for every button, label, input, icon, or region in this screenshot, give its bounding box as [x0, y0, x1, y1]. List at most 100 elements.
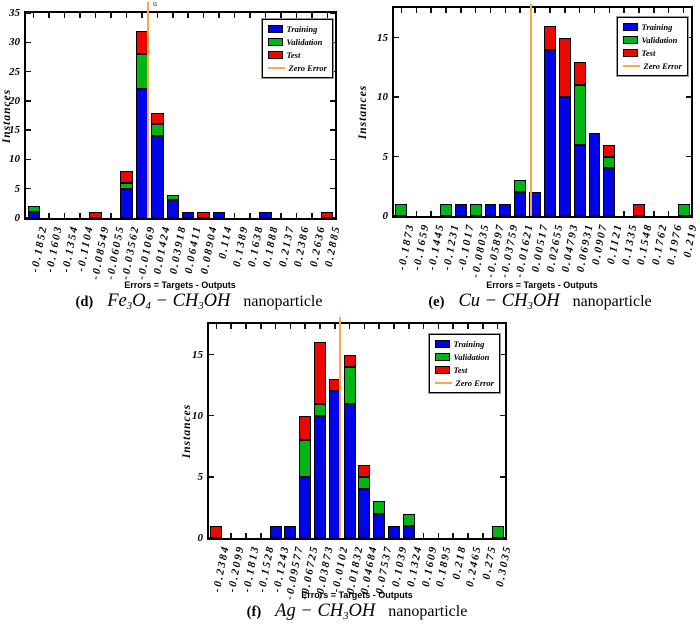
- legend-label: Zero Error: [455, 378, 495, 388]
- legend-swatch-validation: [434, 353, 450, 361]
- axis-tick: [63, 13, 66, 18]
- legend-item: Zero Error: [267, 63, 328, 73]
- bar-segment-validation: [120, 182, 133, 189]
- axis-tick: [500, 537, 505, 539]
- bar-segment-validation: [469, 204, 482, 216]
- axis-tick: [482, 533, 484, 538]
- axis-tick: [623, 211, 625, 216]
- legend-swatch-training: [434, 340, 450, 348]
- axis-tick: [334, 324, 336, 329]
- cropped-title-fragment: u: [153, 0, 157, 8]
- bar-segment-training: [454, 204, 467, 216]
- axis-tick: [415, 8, 418, 13]
- bar-segment-validation: [395, 204, 408, 216]
- x-axis-title: Errors = Targets - Outputs: [124, 280, 236, 290]
- axis-tick: [63, 213, 66, 218]
- bar-segment-validation: [603, 156, 616, 169]
- axis-tick: [26, 158, 31, 161]
- legend-item: Test: [622, 48, 683, 58]
- bar-segment-validation: [677, 204, 690, 216]
- formula-subscript: 4: [145, 300, 151, 313]
- axis-tick: [249, 213, 251, 218]
- legend-label: Training: [641, 22, 673, 32]
- bar-segment-validation: [358, 476, 371, 490]
- bar-segment-validation: [402, 513, 415, 526]
- axis-tick: [326, 13, 329, 18]
- axis-tick: [363, 324, 366, 329]
- bar-segment-training: [358, 489, 371, 538]
- axis-tick: [209, 414, 214, 417]
- bar-segment-test: [358, 464, 371, 477]
- y-tick-label: 0: [197, 532, 204, 544]
- legend-line-zero-error: [267, 66, 285, 70]
- bar-segment-test: [573, 61, 586, 86]
- axis-tick: [578, 8, 581, 13]
- axis-tick: [79, 213, 81, 218]
- axis-tick: [394, 215, 399, 217]
- axis-tick: [311, 13, 313, 18]
- legend: Training Validation Test Zero Error: [260, 18, 334, 79]
- axis-tick: [686, 96, 691, 98]
- axis-tick: [215, 324, 218, 329]
- axis-tick: [653, 211, 655, 216]
- formula-text: Fe: [107, 291, 127, 311]
- axis-tick: [187, 13, 189, 18]
- plot-area: Training Validation Test Zero Error: [207, 322, 507, 540]
- axis-tick: [330, 129, 335, 131]
- formula-subscript: 3: [527, 300, 533, 313]
- legend-label: Test: [286, 50, 301, 60]
- axis-tick: [500, 476, 505, 478]
- caption-suffix: nanoparticle: [388, 603, 468, 620]
- y-tick-label: 30: [9, 36, 20, 49]
- axis-tick: [393, 324, 395, 329]
- caption: (f) Ag − CH3OH nanoparticle: [177, 601, 537, 622]
- axis-tick: [209, 476, 214, 478]
- bar-segment-training: [151, 136, 164, 218]
- caption-suffix: nanoparticle: [572, 293, 652, 310]
- bar-segment-validation: [151, 124, 164, 136]
- bar-segment-training: [529, 192, 541, 216]
- axis-tick: [295, 213, 298, 218]
- bar-segment-training: [543, 49, 556, 216]
- y-tick-label: 0: [14, 212, 21, 224]
- axis-tick: [394, 155, 399, 158]
- bar-segment-training: [269, 525, 282, 538]
- bar-segment-training: [402, 525, 415, 538]
- axis-tick: [422, 324, 425, 329]
- bar-segment-test: [633, 204, 645, 216]
- axis-tick: [452, 324, 454, 329]
- bar-segment-training: [343, 403, 356, 538]
- zero-error-line: [339, 317, 342, 538]
- legend-label: Zero Error: [288, 63, 328, 73]
- legend-item: Test: [434, 365, 495, 375]
- axis-tick: [32, 13, 35, 18]
- axis-tick: [482, 324, 484, 329]
- x-axis-title: Errors = Targets - Outputs: [301, 590, 413, 600]
- axis-tick: [280, 13, 282, 18]
- axis-tick: [330, 187, 335, 190]
- bar-segment-training: [120, 188, 133, 218]
- axis-tick: [289, 324, 292, 329]
- zero-error-line: [530, 4, 533, 216]
- legend-label: Training: [453, 339, 485, 349]
- legend-swatch-test: [267, 51, 283, 59]
- legend-line-zero-error: [622, 64, 640, 68]
- axis-tick: [249, 13, 251, 18]
- bar-segment-validation: [166, 194, 179, 201]
- bar-segment-validation: [299, 440, 312, 477]
- axis-tick: [549, 8, 551, 13]
- axis-tick: [474, 8, 477, 13]
- caption: (e) Cu − CH3OH nanoparticle: [360, 291, 700, 312]
- axis-tick: [319, 324, 321, 329]
- bar-segment-training: [588, 132, 601, 216]
- axis-tick: [686, 215, 691, 217]
- axis-tick: [330, 158, 335, 161]
- y-tick-label: 10: [192, 409, 203, 422]
- axis-tick: [452, 533, 454, 538]
- bar-segment-validation: [343, 366, 356, 404]
- axis-tick: [209, 537, 214, 539]
- bar-segment-validation: [373, 501, 386, 514]
- axis-tick: [400, 8, 403, 13]
